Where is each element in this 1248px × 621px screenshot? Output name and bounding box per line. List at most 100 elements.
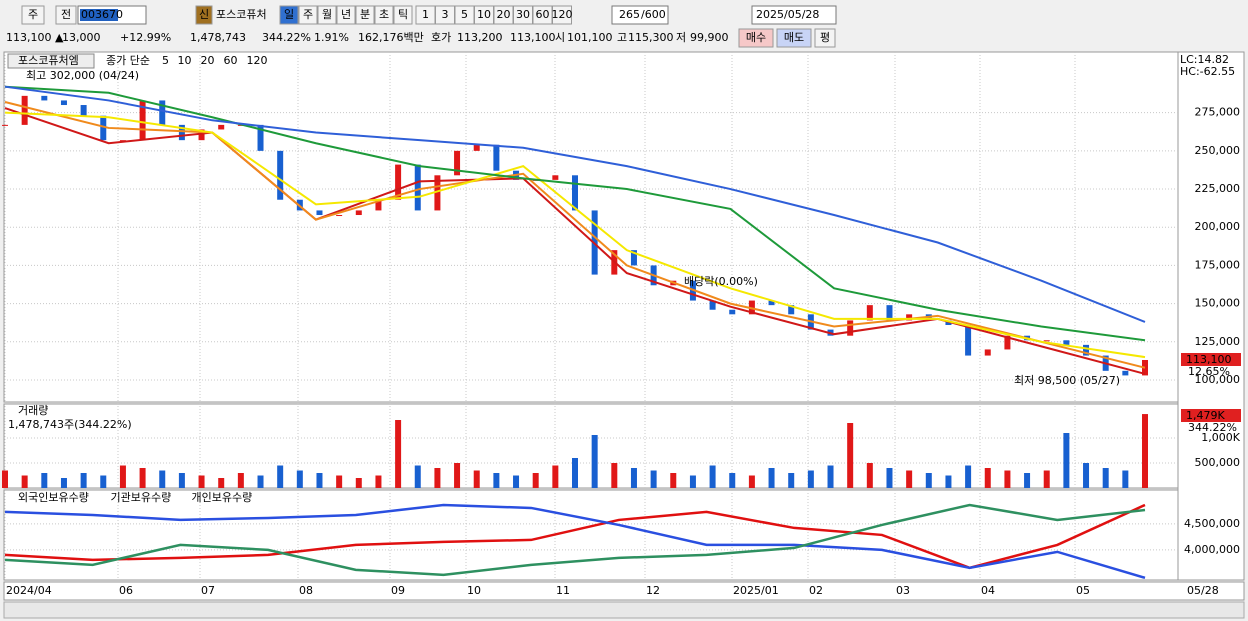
period-button: 틱 bbox=[398, 8, 408, 21]
candle bbox=[414, 164, 421, 211]
volume-bar bbox=[355, 478, 362, 488]
new-badge: 신 bbox=[199, 8, 209, 21]
period-button-bg[interactable] bbox=[374, 5, 394, 25]
x-axis bbox=[3, 581, 1245, 601]
last-rate: 12.65% bbox=[1188, 365, 1230, 378]
stock-name-label: 포스코퓨처엠 bbox=[18, 54, 79, 67]
quote-rate: +12.99% bbox=[120, 31, 171, 44]
new-badge-bg[interactable] bbox=[195, 5, 213, 25]
volume-bar bbox=[1083, 463, 1090, 488]
last-volume: 1,479K bbox=[1186, 409, 1225, 422]
x-tick-label: 11 bbox=[556, 584, 570, 597]
line-series bbox=[4, 85, 1146, 342]
x-tick-label: 10 bbox=[467, 584, 481, 597]
candle bbox=[572, 175, 578, 211]
x-tick-label: 07 bbox=[201, 584, 215, 597]
period-button-bg[interactable] bbox=[336, 5, 356, 25]
scrollbar[interactable] bbox=[3, 601, 1245, 619]
y-tick-label: 100,000 bbox=[1195, 373, 1241, 386]
count-value: 265 bbox=[619, 8, 640, 21]
volume-bar bbox=[552, 465, 559, 488]
candle bbox=[1083, 344, 1090, 356]
count-button: 1 bbox=[422, 8, 429, 21]
volume-bar bbox=[41, 473, 48, 488]
volume-bar bbox=[60, 478, 67, 488]
period-button-bg[interactable] bbox=[279, 5, 299, 25]
count-button: 30 bbox=[516, 8, 530, 21]
candle bbox=[139, 100, 146, 141]
candle bbox=[729, 309, 736, 315]
x-tick-label: 08 bbox=[299, 584, 313, 597]
count-button: 10 bbox=[477, 8, 491, 21]
volume-bar bbox=[670, 473, 677, 488]
quote-volume: 1,478,743 bbox=[190, 31, 246, 44]
candle bbox=[119, 140, 126, 142]
buy-button: 매수 bbox=[746, 31, 766, 44]
period-button: 분 bbox=[360, 8, 370, 21]
count-button: 20 bbox=[497, 8, 511, 21]
period-button: 년 bbox=[341, 8, 351, 21]
volume-bar bbox=[119, 465, 126, 488]
candle bbox=[80, 105, 87, 116]
volume-bar bbox=[218, 478, 225, 488]
line-series bbox=[4, 503, 1146, 570]
period-button-bg[interactable] bbox=[355, 5, 375, 25]
prev-button-bg[interactable] bbox=[55, 5, 77, 25]
count-button: 120 bbox=[552, 8, 573, 21]
stock-name: 포스코퓨처 bbox=[216, 8, 267, 21]
volume-bar bbox=[178, 473, 185, 488]
candle bbox=[1122, 370, 1129, 376]
quote-low: 99,900 bbox=[690, 31, 729, 44]
volume-bar bbox=[906, 470, 913, 488]
count-button: 3 bbox=[442, 8, 449, 21]
x-tick-label: 09 bbox=[391, 584, 405, 597]
quote-ask: 113,200 bbox=[457, 31, 503, 44]
volume-bar bbox=[1043, 470, 1050, 488]
date-input[interactable] bbox=[751, 5, 837, 25]
stock-code: 003670 bbox=[81, 8, 123, 21]
y-tick-label: 200,000 bbox=[1195, 220, 1241, 233]
legend-entry: 60 bbox=[224, 54, 238, 67]
volume-bar bbox=[257, 475, 264, 488]
volume-bar bbox=[434, 468, 441, 488]
volume-bar bbox=[473, 470, 480, 488]
x-end-label: 05/28 bbox=[1187, 584, 1219, 597]
volume-bar bbox=[2, 470, 8, 488]
volume-bar bbox=[611, 463, 618, 488]
y-tick-label: 4,000,000 bbox=[1184, 543, 1240, 556]
count-button-bg[interactable] bbox=[552, 5, 572, 25]
avg-button-bg[interactable] bbox=[814, 28, 836, 48]
legend-entry: 20 bbox=[201, 54, 215, 67]
legend-entry: 120 bbox=[247, 54, 268, 67]
legend-entry: 10 bbox=[178, 54, 192, 67]
candle bbox=[630, 250, 637, 266]
volume-bar bbox=[1024, 473, 1031, 488]
count-max: /600 bbox=[641, 8, 666, 21]
volume-bar bbox=[414, 465, 421, 488]
volume-bar bbox=[630, 468, 637, 488]
quote-turnover: 1.91% bbox=[314, 31, 349, 44]
volume-bar bbox=[984, 468, 991, 488]
quote-change: 13,000 bbox=[62, 31, 101, 44]
legend-label: 종가 단순 bbox=[106, 54, 150, 67]
count-input[interactable] bbox=[611, 5, 669, 25]
period-button-bg[interactable] bbox=[298, 5, 318, 25]
period-button-bg[interactable] bbox=[393, 5, 413, 25]
line-series bbox=[4, 111, 1146, 359]
price-panel bbox=[3, 51, 1179, 403]
volume-bar bbox=[336, 475, 343, 488]
period-select-bg[interactable] bbox=[21, 5, 45, 25]
volume-bar bbox=[709, 465, 716, 488]
buy-button-bg[interactable] bbox=[738, 28, 774, 48]
period-button-bg[interactable] bbox=[317, 5, 337, 25]
y-tick-label: 125,000 bbox=[1195, 335, 1241, 348]
last-volume-rate: 344.22% bbox=[1188, 421, 1237, 434]
volume-bar bbox=[945, 475, 952, 488]
volume-bar bbox=[748, 475, 755, 488]
sell-button-bg[interactable] bbox=[776, 28, 812, 48]
last-price: 113,100 bbox=[1186, 353, 1232, 366]
candle bbox=[316, 210, 323, 216]
volume-bar bbox=[296, 470, 303, 488]
